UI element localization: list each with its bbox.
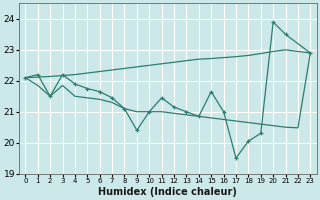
X-axis label: Humidex (Indice chaleur): Humidex (Indice chaleur) [98, 187, 237, 197]
